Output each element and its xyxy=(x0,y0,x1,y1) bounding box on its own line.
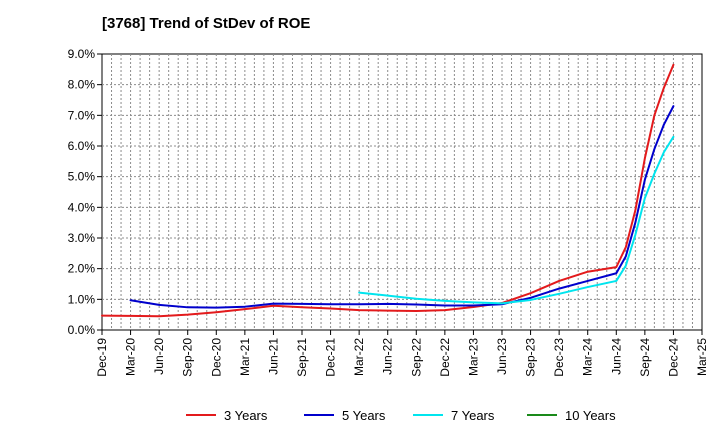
series-line-7-years xyxy=(358,135,675,305)
series-line-5-years xyxy=(129,105,675,309)
x-tick-label: Dec-19 xyxy=(95,338,109,377)
x-tick-label: Sep-24 xyxy=(638,338,652,377)
grid-lines xyxy=(102,54,702,330)
y-tick-label: 1.0% xyxy=(68,292,96,306)
y-tick-label: 4.0% xyxy=(68,200,96,214)
series-lines xyxy=(101,63,675,318)
x-axis: Dec-19 Mar-20 Jun-20 Sep-20 Dec-20 Mar-21 Jun-… xyxy=(95,330,709,377)
x-tick-label: Dec-21 xyxy=(324,338,338,377)
legend: 3 Years 5 Years 7 Years 10 Years xyxy=(186,408,616,423)
x-tick-label: Jun-22 xyxy=(381,338,395,375)
x-tick-label: Jun-20 xyxy=(152,338,166,375)
x-tick-label: Dec-24 xyxy=(666,338,680,377)
x-tick-label: Jun-24 xyxy=(609,338,623,375)
x-tick-label: Jun-23 xyxy=(495,338,509,375)
y-tick-label: 3.0% xyxy=(68,231,96,245)
x-tick-label: Sep-20 xyxy=(181,338,195,377)
x-tick-label: Mar-21 xyxy=(238,338,252,376)
legend-label-10-years: 10 Years xyxy=(565,408,616,423)
x-tick-label: Mar-24 xyxy=(581,338,595,376)
x-tick-label: Mar-25 xyxy=(695,338,709,376)
x-tick-label: Dec-22 xyxy=(438,338,452,377)
x-tick-label: Sep-22 xyxy=(409,338,423,377)
chart-title: [3768] Trend of StDev of ROE xyxy=(102,15,310,32)
legend-label-5-years: 5 Years xyxy=(342,408,386,423)
y-tick-label: 8.0% xyxy=(68,78,96,92)
plot-area xyxy=(101,53,703,331)
y-tick-label: 0.0% xyxy=(68,323,96,337)
legend-label-7-years: 7 Years xyxy=(451,408,495,423)
x-tick-label: Jun-21 xyxy=(266,338,280,375)
series-line-3-years xyxy=(101,63,675,318)
x-tick-label: Mar-20 xyxy=(124,338,138,376)
x-tick-label: Mar-23 xyxy=(466,338,480,376)
y-axis: 0.0% 1.0% 2.0% 3.0% 4.0% 5.0% 6.0% 7.0% 8.0% 9.0% xyxy=(68,47,102,337)
y-tick-label: 5.0% xyxy=(68,170,96,184)
legend-label-3-years: 3 Years xyxy=(224,408,268,423)
y-tick-label: 9.0% xyxy=(68,47,96,61)
y-tick-label: 2.0% xyxy=(68,262,96,276)
x-tick-label: Sep-21 xyxy=(295,338,309,377)
x-tick-label: Dec-20 xyxy=(209,338,223,377)
y-tick-label: 6.0% xyxy=(68,139,96,153)
x-tick-label: Mar-22 xyxy=(352,338,366,376)
y-tick-label: 7.0% xyxy=(68,108,96,122)
x-tick-label: Dec-23 xyxy=(552,338,566,377)
x-tick-label: Sep-23 xyxy=(524,338,538,377)
